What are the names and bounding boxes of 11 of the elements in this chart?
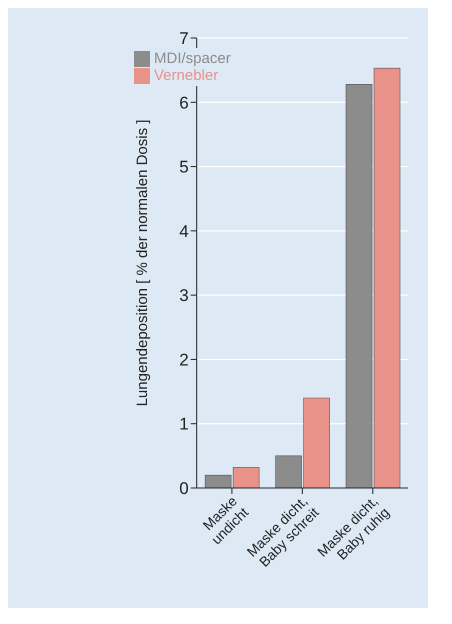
y-tick-label: 6 xyxy=(179,93,189,112)
y-tick-label: 2 xyxy=(179,350,189,370)
y-tick-label: 7 xyxy=(179,29,189,48)
y-tick-label: 3 xyxy=(179,286,189,306)
legend-label: Vernebler xyxy=(154,67,218,84)
y-tick-label: 1 xyxy=(179,414,189,434)
y-tick-label: 4 xyxy=(179,222,189,241)
y-tick-label: 5 xyxy=(179,158,189,177)
legend-label: MDI/spacer xyxy=(154,50,231,67)
y-tick-label: 0 xyxy=(179,479,189,498)
y-axis-title: Lungendeposition [ % der normalen Dosis ] xyxy=(134,120,152,406)
